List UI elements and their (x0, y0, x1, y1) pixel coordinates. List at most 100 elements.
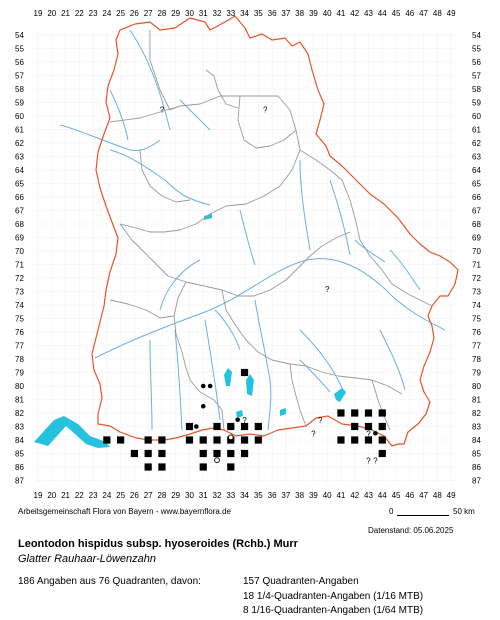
records-layer: ????????? (103, 105, 386, 471)
rivers-layer (59, 29, 446, 431)
x-label-bottom: 22 (75, 491, 84, 500)
x-label-top: 21 (61, 9, 70, 18)
y-label-left: 71 (15, 261, 24, 270)
y-label-right: 60 (472, 112, 481, 121)
quadrant-record (158, 463, 166, 471)
quadrant-record (213, 449, 221, 458)
quadrant-record (351, 409, 359, 417)
y-label-right: 73 (472, 288, 481, 297)
river-line (329, 179, 351, 256)
river-line (109, 89, 129, 141)
quadrant-record (254, 422, 262, 431)
quarter-quadrant-record (194, 424, 199, 429)
y-label-left: 73 (15, 288, 24, 297)
district-border (173, 281, 225, 431)
credit-text: Arbeitsgemeinschaft Flora von Bayern - w… (18, 507, 231, 516)
quadrant-record (144, 463, 152, 471)
date-stamp: Datenstand: 05.06.2025 (368, 526, 454, 535)
y-label-right: 80 (472, 382, 481, 391)
quadrant-record (103, 436, 111, 444)
x-label-bottom: 23 (89, 491, 98, 500)
y-label-right: 84 (472, 436, 481, 445)
river-line (59, 124, 161, 151)
x-label-top: 43 (364, 9, 373, 18)
x-label-top: 26 (130, 9, 139, 18)
x-label-top: 39 (309, 9, 318, 18)
district-border (205, 69, 239, 109)
x-label-top: 38 (295, 9, 304, 18)
quadrant-record (240, 436, 249, 444)
stats-sixteenth-quadrants: 8 1/16-Quadranten-Angaben (1/64 MTB) (243, 605, 424, 616)
x-label-bottom: 21 (61, 491, 70, 500)
scale-bar-line (397, 515, 449, 516)
x-label-bottom: 32 (213, 491, 222, 500)
y-label-left: 65 (15, 180, 24, 189)
x-label-top: 20 (47, 9, 56, 18)
quadrant-record (378, 436, 386, 444)
y-label-left: 69 (15, 234, 24, 243)
x-label-bottom: 37 (281, 491, 290, 500)
x-label-bottom: 27 (144, 491, 153, 500)
quarter-quadrant-record (200, 403, 206, 409)
quadrant-record (240, 422, 249, 431)
y-label-left: 82 (15, 409, 24, 418)
district-border (221, 289, 403, 395)
district-border (109, 95, 301, 233)
x-label-bottom: 28 (157, 491, 166, 500)
y-label-right: 72 (472, 274, 481, 283)
quadrant-record (378, 409, 386, 417)
x-label-top: 22 (75, 9, 84, 18)
y-label-right: 78 (472, 355, 481, 364)
river-line (299, 359, 331, 393)
quarter-quadrant-record (235, 417, 240, 423)
quadrant-record (364, 422, 373, 431)
stats-quadrants: 157 Quadranten-Angaben (243, 576, 359, 587)
stats-total: 186 Angaben aus 76 Quadranten, davon: (18, 576, 201, 587)
stats-quarter-quadrants: 18 1/4-Quadranten-Angaben (1/16 MTB) (243, 591, 424, 602)
y-label-left: 67 (15, 207, 24, 216)
quadrant-record (213, 422, 221, 431)
y-label-left: 86 (15, 463, 24, 472)
y-label-left: 66 (15, 193, 24, 202)
y-label-right: 69 (472, 234, 481, 243)
y-label-left: 78 (15, 355, 24, 364)
y-label-right: 77 (472, 342, 481, 351)
y-label-right: 81 (472, 396, 481, 405)
quadrant-record (254, 436, 262, 444)
quarter-quadrant-record (242, 370, 247, 375)
y-label-right: 87 (472, 477, 481, 486)
uncertain-record: ? (242, 416, 247, 425)
lake-starnberg (246, 374, 254, 396)
y-label-right: 65 (472, 180, 481, 189)
river-line (299, 159, 311, 251)
x-label-bottom: 30 (185, 491, 194, 500)
x-label-top: 34 (240, 9, 249, 18)
x-label-bottom: 26 (130, 491, 139, 500)
uncertain-record: ? (366, 429, 371, 438)
river-line (149, 339, 153, 431)
x-axis-labels-bottom: 19 20 21 22 23 24 25 26 27 28 29 30 31 32 33 34 35 36 37 38… (34, 491, 457, 500)
quarter-quadrant-record (373, 430, 378, 436)
district-border (289, 363, 307, 427)
y-label-left: 60 (15, 112, 24, 121)
x-label-top: 24 (102, 9, 111, 18)
scale-bar-start: 0 (389, 507, 394, 516)
river-line (109, 149, 211, 206)
y-label-left: 59 (15, 99, 24, 108)
y-label-left: 64 (15, 166, 24, 175)
x-label-bottom: 38 (295, 491, 304, 500)
river-line (174, 329, 183, 431)
y-label-left: 61 (15, 126, 24, 135)
quadrant-record (378, 449, 386, 458)
x-label-top: 47 (419, 9, 428, 18)
quadrant-record (337, 409, 345, 417)
x-label-bottom: 47 (419, 491, 428, 500)
quadrant-record (337, 436, 345, 444)
uncertain-record: ? (311, 429, 316, 438)
quadrant-record (158, 436, 166, 444)
river-line (159, 259, 201, 311)
x-label-top: 46 (405, 9, 414, 18)
y-label-left: 57 (15, 72, 24, 81)
y-label-left: 56 (15, 58, 24, 67)
river-line (204, 319, 221, 421)
